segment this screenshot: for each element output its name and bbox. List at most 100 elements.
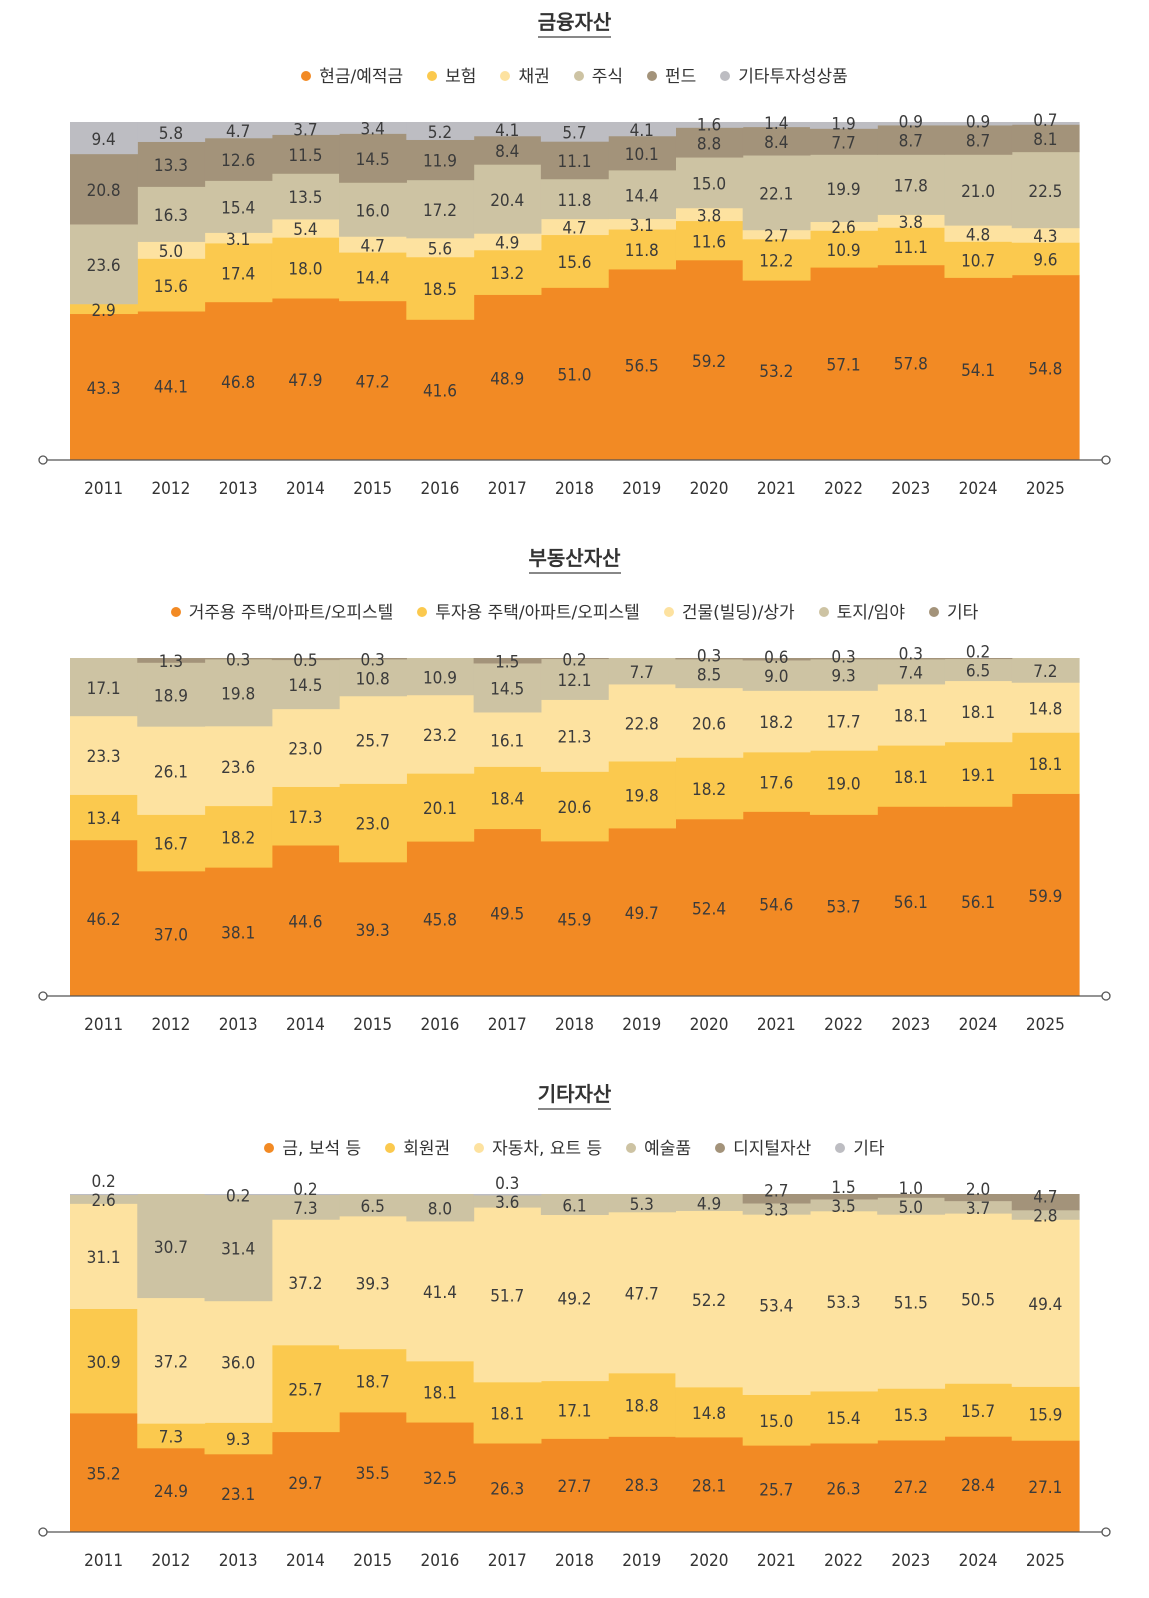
stacked-area-plot: 43.3 2.9 23.6 20.8 9.4 44.1 15.6 5.0 16.3 13.3 5.8…: [38, 111, 1111, 499]
area-segment-2013: [204, 867, 273, 997]
legend-swatch: [928, 607, 939, 617]
area-segment-2018: [540, 218, 609, 236]
area-segment-2013: [204, 232, 273, 244]
x-tick-label: 2012: [151, 1551, 190, 1571]
legend-swatch: [500, 71, 511, 81]
data-label: 27.2: [894, 1478, 928, 1498]
area-segment-2014: [271, 219, 340, 238]
data-label: 5.0: [899, 1198, 923, 1218]
data-label: 37.0: [154, 925, 188, 945]
chart-title: 부동산자산: [0, 542, 1149, 574]
legend-swatch: [573, 71, 584, 81]
data-label: 0.3: [495, 1174, 519, 1194]
data-label: 8.4: [495, 142, 519, 162]
x-tick-label: 2012: [151, 1015, 190, 1035]
data-label: 12.6: [221, 151, 255, 171]
area-segment-2019: [608, 122, 676, 137]
area-segment-2020: [675, 259, 744, 461]
area-segment-2014: [271, 708, 340, 787]
legend-item-4: 디지털자산: [715, 1134, 811, 1159]
series-0-area: [70, 793, 1080, 997]
area-segment-2014: [271, 237, 340, 299]
data-label: 23.3: [87, 747, 121, 767]
legend-item-2: 건물(빌딩)/상가: [663, 598, 795, 623]
x-tick-label: 2022: [824, 1015, 863, 1035]
data-label: 14.5: [490, 680, 524, 700]
data-label: 2.7: [764, 1182, 788, 1202]
axis-end-cap: [1101, 455, 1111, 465]
area-segment-2017: [473, 658, 542, 664]
legend-item-1: 투자용 주택/아파트/오피스텔: [417, 598, 640, 623]
area-segment-2025: [1011, 242, 1080, 276]
x-tick-label: 2020: [690, 1551, 729, 1571]
area-segment-2022: [809, 154, 878, 223]
data-label: 9.3: [831, 667, 855, 687]
data-label: 22.8: [625, 715, 659, 735]
data-label: 47.9: [288, 371, 322, 391]
area-segment-2018: [540, 1438, 609, 1533]
data-label: 18.9: [154, 686, 188, 706]
series-0-area: [70, 1412, 1080, 1533]
data-label: 23.6: [221, 758, 255, 778]
chart-legend: 거주용 주택/아파트/오피스텔 투자용 주택/아파트/오피스텔 건물(빌딩)/상가 토…: [0, 598, 1149, 623]
data-label: 27.1: [1028, 1478, 1062, 1498]
area-segment-2011: [70, 658, 138, 717]
area-segment-2016: [406, 658, 475, 696]
data-label: 30.9: [87, 1353, 121, 1373]
data-label: 15.0: [759, 1412, 793, 1432]
legend-swatch: [264, 1143, 275, 1153]
data-label: 18.2: [221, 828, 255, 848]
area-segment-2013: [204, 243, 273, 303]
data-label: 43.3: [87, 379, 121, 399]
data-label: 5.0: [159, 242, 183, 262]
data-label: 9.4: [91, 130, 115, 150]
area-segment-2016: [406, 841, 475, 997]
x-tick-label: 2016: [421, 1015, 460, 1035]
data-label: 29.7: [288, 1474, 322, 1494]
legend-item-3: 주식: [573, 62, 623, 87]
data-label: 20.6: [692, 715, 726, 735]
data-label: 11.1: [557, 152, 591, 172]
data-label: 23.6: [87, 256, 121, 276]
data-label: 19.0: [827, 774, 861, 794]
data-label: 49.4: [1028, 1295, 1062, 1315]
legend-swatch: [427, 71, 438, 81]
data-label: 50.5: [961, 1290, 995, 1310]
data-label: 51.7: [490, 1287, 524, 1307]
data-label: 53.3: [827, 1293, 861, 1313]
data-label: 3.1: [226, 230, 250, 250]
data-label: 6.1: [562, 1196, 586, 1216]
legend-item-3: 토지/임야: [818, 598, 905, 623]
x-tick-label: 2015: [353, 479, 392, 499]
data-label: 23.2: [423, 726, 457, 746]
area-segment-2020: [675, 127, 744, 158]
area-segment-2014: [271, 173, 340, 220]
data-label: 11.8: [557, 191, 591, 211]
area-segment-2014: [271, 134, 340, 174]
x-axis: 2011 2012 2013 2014 2015 2016 2017 2018 2019 2020…: [38, 455, 1111, 499]
area-segment-2015: [339, 122, 407, 134]
legend-item-2: 채권: [500, 62, 550, 87]
series-5-area: [70, 1194, 542, 1196]
data-label: 10.7: [961, 251, 995, 271]
data-label: 15.7: [961, 1402, 995, 1422]
series-4-area: [137, 658, 1013, 664]
chart-financial-assets: 금융자산 현금/예적금 보험 채권 주식 펀드 기타투자성상품 43.3 2.9 23.6 20…: [0, 0, 1149, 520]
area-segment-2023: [877, 806, 946, 997]
legend-label: 디지털자산: [733, 1139, 812, 1159]
data-label: 15.9: [1028, 1405, 1062, 1425]
area-segment-2023: [877, 125, 946, 155]
area-segment-2012: [137, 658, 206, 663]
data-label: 13.3: [154, 156, 188, 176]
area-segment-2011: [70, 1203, 138, 1309]
data-label: 17.4: [221, 264, 255, 284]
chart-other-assets: 기타자산 금, 보석 등 회원권 자동차, 요트 등 예술품 디지털자산 기타 35.2 3…: [0, 1072, 1149, 1598]
data-label: 15.6: [154, 277, 188, 297]
area-segment-2011: [70, 122, 138, 155]
data-label: 49.5: [490, 904, 524, 924]
data-label: 6.5: [966, 662, 990, 682]
legend-label: 회원권: [403, 1139, 451, 1159]
data-label: 49.2: [557, 1290, 591, 1310]
area-segment-2023: [877, 745, 946, 807]
series-3-area: [70, 658, 1080, 727]
